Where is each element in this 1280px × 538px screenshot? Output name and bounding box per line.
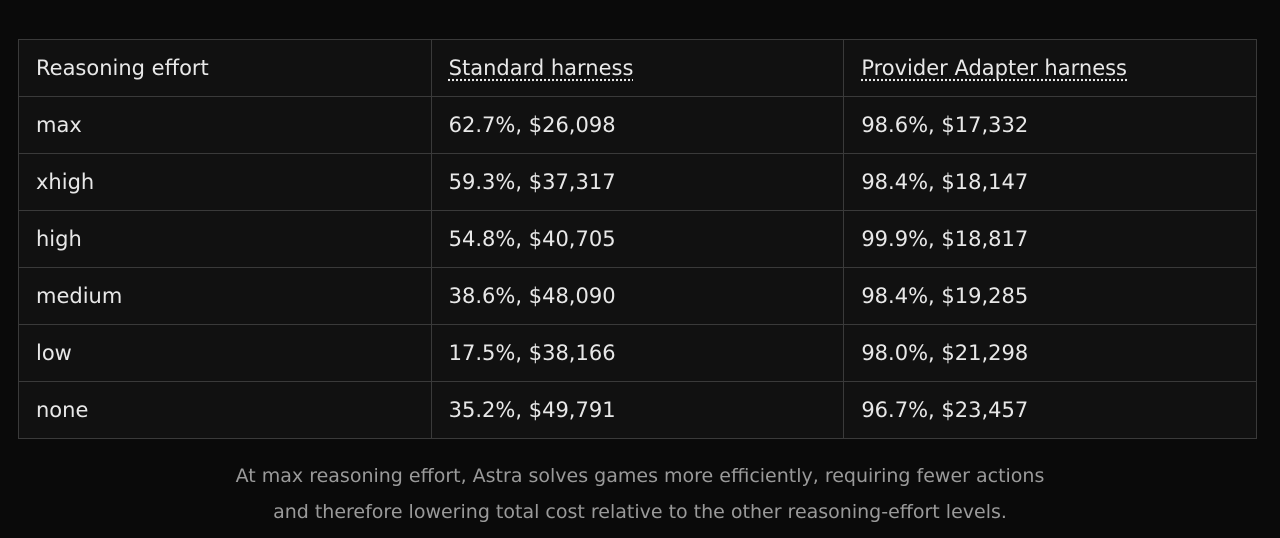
table-cell: none [18, 381, 432, 439]
table-cell: low [18, 324, 432, 382]
header-text: Standard harness [448, 56, 634, 80]
table-cell: 54.8%, $40,705 [430, 210, 845, 268]
table-cell: medium [18, 267, 432, 325]
table-cell: 98.4%, $19,285 [843, 267, 1257, 325]
table-cell: 99.9%, $18,817 [843, 210, 1257, 268]
table-row: none 35.2%, $49,791 96.7%, $23,457 [18, 381, 1257, 439]
table-row: max 62.7%, $26,098 98.6%, $17,332 [18, 96, 1257, 154]
header-row: Reasoning effort Standard harness Provider… [18, 39, 1257, 97]
header-cell: Standard harness [430, 39, 845, 97]
caption: At max reasoning effort, Astra solves ga… [0, 458, 1280, 530]
table-cell: xhigh [18, 153, 432, 211]
table-cell: 59.3%, $37,317 [430, 153, 845, 211]
table-row: xhigh 59.3%, $37,317 98.4%, $18,147 [18, 153, 1257, 211]
caption-line: At max reasoning effort, Astra solves ga… [235, 465, 1045, 487]
table-cell: 35.2%, $49,791 [430, 381, 845, 439]
caption-line: and therefore lowering total cost relati… [273, 501, 1007, 523]
table-row: medium 38.6%, $48,090 98.4%, $19,285 [18, 267, 1257, 325]
table-row: low 17.5%, $38,166 98.0%, $21,298 [18, 324, 1257, 382]
table-cell: 98.6%, $17,332 [843, 96, 1257, 154]
table-cell: high [18, 210, 432, 268]
header-cell: Provider Adapter harness [843, 39, 1257, 97]
table-cell: 96.7%, $23,457 [843, 381, 1257, 439]
table-body: max 62.7%, $26,098 98.6%, $17,332 xhigh 59.3… [18, 96, 1257, 439]
header-text: Provider Adapter harness [861, 56, 1127, 80]
header-cell: Reasoning effort [18, 39, 432, 97]
results-table: Reasoning effort Standard harness Provider… [18, 39, 1257, 439]
table-cell: 98.4%, $18,147 [843, 153, 1257, 211]
table-cell: 38.6%, $48,090 [430, 267, 845, 325]
table-row: high 54.8%, $40,705 99.9%, $18,817 [18, 210, 1257, 268]
table-cell: 17.5%, $38,166 [430, 324, 845, 382]
table-cell: max [18, 96, 432, 154]
table-cell: 98.0%, $21,298 [843, 324, 1257, 382]
table-cell: 62.7%, $26,098 [430, 96, 845, 154]
